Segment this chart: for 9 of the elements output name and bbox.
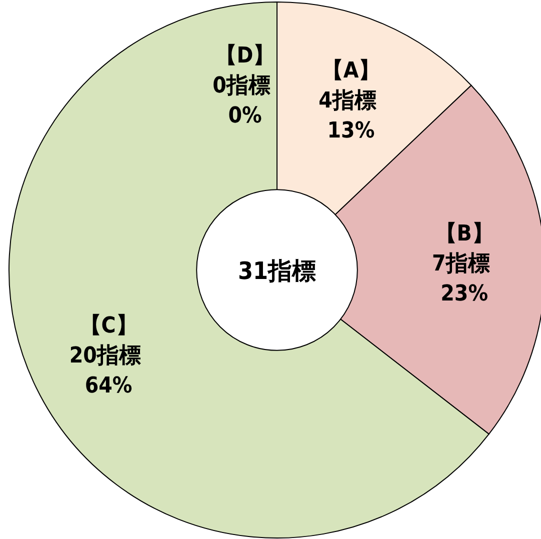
data-label: 20指標 64% (69, 344, 148, 399)
data-label: 4指標 13% (318, 88, 384, 144)
slice-label: 【A】 (321, 58, 381, 84)
text: 0指標 0% (212, 73, 270, 128)
slice-label: 【C】 (79, 314, 138, 339)
slice-label: 【B】 (434, 222, 494, 246)
text: 31指標 (238, 257, 316, 285)
category-label: 【D】 (214, 43, 276, 68)
data-label: 7指標 23% (432, 252, 497, 306)
